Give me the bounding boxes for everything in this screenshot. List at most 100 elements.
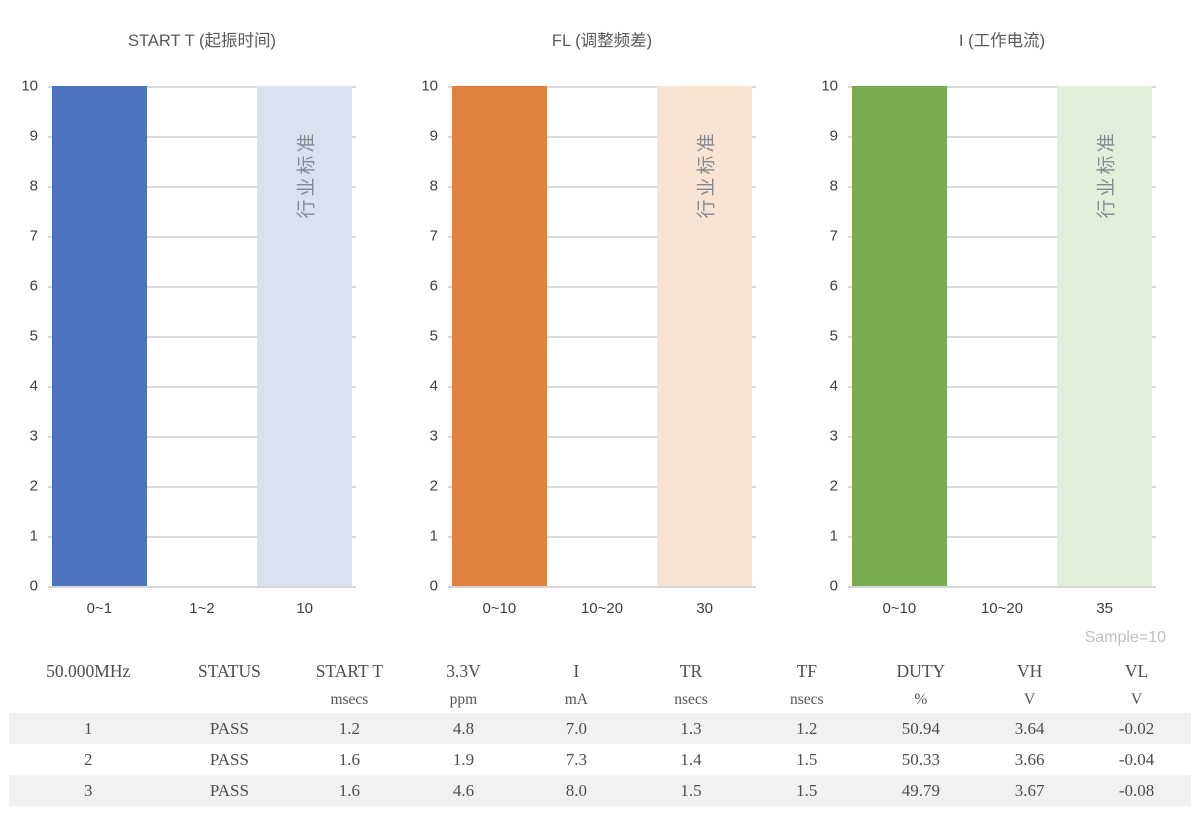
- y-tick-label: 5: [829, 327, 838, 345]
- bar-chart: START T (起振时间) 10 9 8 7 6 5 4 3 2 1 0 行业标准 0~1 1~2 10: [0, 0, 400, 620]
- industry-standard-label-holder: 行业标准: [657, 94, 751, 254]
- bar-slots: 行业标准: [848, 86, 1156, 586]
- gridline: [848, 286, 1156, 288]
- gridline: [848, 236, 1156, 238]
- gridline: [48, 436, 356, 438]
- bar-slot: [551, 86, 654, 586]
- table-cell: PASS: [209, 749, 249, 769]
- x-tick-label: 10: [296, 600, 314, 617]
- plot-area-wrap: 10 9 8 7 6 5 4 3 2 1 0 行业标准: [400, 79, 756, 594]
- gridline: [848, 436, 1156, 438]
- y-tick-label: 1: [29, 527, 38, 545]
- unit-cell: V: [1023, 691, 1036, 708]
- y-tick-label: 0: [829, 577, 838, 595]
- results-table-section: Sample=10 50.000MHz STATUS START T 3.3V I TR T…: [0, 626, 1200, 806]
- y-tick-label: 3: [29, 427, 38, 445]
- gridline: [848, 486, 1156, 488]
- table-cell: 3: [83, 780, 93, 800]
- header-cell: DUTY: [896, 660, 946, 681]
- y-tick-label: 1: [429, 527, 438, 545]
- plot-area: 行业标准: [848, 86, 1156, 588]
- table-cell: PASS: [209, 718, 249, 738]
- table-cell: 1.6: [338, 749, 361, 769]
- x-tick-label: 10~20: [580, 600, 624, 617]
- chart-title: FL (调整频差): [551, 32, 653, 50]
- header-cell: 50.000MHz: [46, 660, 131, 681]
- y-tick-label: 7: [429, 227, 438, 245]
- y-axis: 10 9 8 7 6 5 4 3 2 1 0: [0, 79, 48, 594]
- x-tick-label: 35: [1096, 600, 1114, 617]
- y-tick-label: 6: [829, 277, 838, 295]
- table-cell: 50.94: [901, 718, 940, 738]
- gridline: [448, 136, 756, 138]
- table-cell: 1.5: [680, 780, 702, 800]
- plot-area-wrap: 10 9 8 7 6 5 4 3 2 1 0 行业标准: [0, 79, 356, 594]
- table-body: 1 PASS 1.2 4.8 7.0 1.3 1.2 50.94 3.64 -0.02 2 PASS 1…: [9, 713, 1191, 806]
- header-cell: STATUS: [198, 660, 261, 681]
- y-tick-label: 9: [829, 127, 838, 145]
- unit-cell: [9, 687, 167, 713]
- gridline: [448, 386, 756, 388]
- bar-slot: [951, 86, 1054, 586]
- table-cell: 3.64: [1014, 718, 1045, 738]
- y-tick-label: 7: [29, 227, 38, 245]
- y-tick-label: 8: [829, 177, 838, 195]
- gridline: [48, 536, 356, 538]
- x-axis: 0~1 1~2 10: [48, 600, 356, 620]
- bar-chart: FL (调整频差) 10 9 8 7 6 5 4 3 2 1 0 行业标准 0~10 10~20 30: [400, 0, 800, 620]
- y-axis: 10 9 8 7 6 5 4 3 2 1 0: [800, 79, 848, 594]
- unit-cell: V: [1130, 691, 1143, 708]
- table-cell: 3.67: [1014, 780, 1045, 800]
- data-bar: [52, 86, 147, 586]
- industry-standard-label-holder: 行业标准: [1057, 94, 1151, 254]
- gridline: [448, 236, 756, 238]
- unit-cell: [167, 687, 291, 713]
- gridline: [448, 486, 756, 488]
- bar-slot: [48, 86, 151, 586]
- table-cell: 50.33: [901, 749, 940, 769]
- unit-cell: ppm: [449, 691, 478, 708]
- gridline: [48, 136, 356, 138]
- bar-slot: [848, 86, 951, 586]
- y-tick-label: 9: [429, 127, 438, 145]
- y-tick-label: 10: [821, 77, 838, 95]
- y-tick-label: 3: [829, 427, 838, 445]
- header-cell: VH: [1016, 660, 1043, 681]
- table-cell: 3.66: [1014, 749, 1045, 769]
- bar-slot: [151, 86, 254, 586]
- table-cell: 1.5: [796, 749, 818, 769]
- industry-standard-bar: 行业标准: [657, 86, 752, 586]
- table-cell: 4.8: [452, 718, 475, 738]
- table-cell: 7.3: [565, 749, 587, 769]
- table-cell: 4.6: [452, 780, 475, 800]
- gridline: [48, 186, 356, 188]
- gridline: [48, 236, 356, 238]
- gridline: [448, 186, 756, 188]
- plot-area: 行业标准: [448, 86, 756, 588]
- y-tick-label: 10: [421, 77, 438, 95]
- unit-cell: %: [914, 691, 928, 708]
- x-tick-label: 30: [696, 600, 714, 617]
- industry-standard-bar: 行业标准: [1057, 86, 1152, 586]
- y-tick-label: 4: [429, 377, 438, 395]
- table-cell: 1: [83, 718, 93, 738]
- table-row: 2 PASS 1.6 1.9 7.3 1.4 1.5 50.33 3.66 -0.04: [9, 744, 1191, 775]
- y-tick-label: 2: [429, 477, 438, 495]
- results-table: 50.000MHz STATUS START T 3.3V I TR TF DUTY VH VL m…: [9, 650, 1191, 806]
- unit-cell: nsecs: [674, 691, 708, 708]
- bar-chart: I (工作电流) 10 9 8 7 6 5 4 3 2 1 0 行业标准 0~10 10~20 35: [800, 0, 1200, 620]
- table-row: 1 PASS 1.2 4.8 7.0 1.3 1.2 50.94 3.64 -0.02: [9, 713, 1191, 744]
- unit-cell: msecs: [330, 691, 369, 708]
- y-tick-label: 0: [29, 577, 38, 595]
- y-tick-label: 10: [21, 77, 38, 95]
- header-cell: TF: [796, 660, 818, 681]
- gridline: [848, 336, 1156, 338]
- industry-standard-bar: 行业标准: [257, 86, 352, 586]
- y-tick-label: 0: [429, 577, 438, 595]
- y-tick-label: 4: [29, 377, 38, 395]
- bar-slot: 行业标准: [653, 86, 756, 586]
- chart-title: I (工作电流): [958, 32, 1046, 50]
- industry-standard-label-holder: 行业标准: [257, 94, 351, 254]
- y-tick-label: 2: [829, 477, 838, 495]
- unit-cell: nsecs: [790, 691, 824, 708]
